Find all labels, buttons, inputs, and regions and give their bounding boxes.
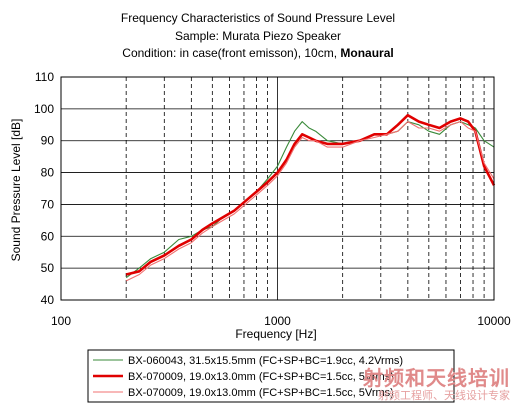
y-tick-label: 90 bbox=[41, 134, 55, 148]
y-tick-label: 50 bbox=[41, 261, 55, 275]
y-tick-label: 60 bbox=[41, 229, 55, 243]
y-tick-label: 70 bbox=[41, 197, 55, 211]
x-axis-label: Frequency [Hz] bbox=[235, 327, 316, 341]
chart-title-line-1: Frequency Characteristics of Sound Press… bbox=[121, 11, 395, 25]
watermark-line-1: 射频和天线培训 bbox=[363, 366, 510, 391]
legend: BX-060043, 31.5x15.5mm (FC+SP+BC=1.9cc, … bbox=[87, 349, 455, 403]
chart-title-line-3-bold: Monaural bbox=[340, 46, 393, 60]
y-axis-label: Sound Pressure Level [dB] bbox=[9, 119, 23, 262]
watermark: 射频和天线培训 射频工程师、天线设计专家 bbox=[363, 367, 510, 403]
chart-title-line-2: Sample: Murata Piezo Speaker bbox=[175, 29, 341, 43]
axis-ticks: 40 50 60 70 80 90 100 110 100 1000 10000 bbox=[34, 70, 511, 328]
series-line bbox=[125, 113, 496, 276]
legend-label: BX-060043, 31.5x15.5mm (FC+SP+BC=1.9cc, … bbox=[128, 355, 403, 367]
series-line bbox=[125, 121, 495, 282]
chart-title-line-3-plain: Condition: in case(front emisson), 10cm, bbox=[122, 46, 340, 60]
x-tick-label: 10000 bbox=[477, 314, 511, 328]
y-tick-label: 40 bbox=[41, 293, 55, 307]
x-tick-label: 100 bbox=[51, 314, 71, 328]
x-tick-label: 1000 bbox=[264, 314, 291, 328]
legend-label: BX-070009, 19.0x13.0mm (FC+SP+BC=1.5cc, … bbox=[128, 387, 394, 399]
plot-grid bbox=[61, 77, 494, 300]
chart-title-line-3: Condition: in case(front emisson), 10cm,… bbox=[122, 46, 393, 60]
y-tick-label: 110 bbox=[35, 70, 54, 84]
plot-frame bbox=[60, 76, 495, 301]
plot-series bbox=[125, 113, 496, 282]
y-tick-label: 80 bbox=[41, 166, 55, 180]
series-line bbox=[125, 121, 495, 279]
watermark-line-2: 射频工程师、天线设计专家 bbox=[378, 389, 510, 403]
chart-title: Frequency Characteristics of Sound Press… bbox=[121, 11, 395, 60]
legend-box bbox=[87, 349, 455, 403]
y-tick-label: 100 bbox=[34, 102, 54, 116]
legend-label: BX-070009, 19.0x13.0mm (FC+SP+BC=1.5cc, … bbox=[128, 371, 394, 383]
